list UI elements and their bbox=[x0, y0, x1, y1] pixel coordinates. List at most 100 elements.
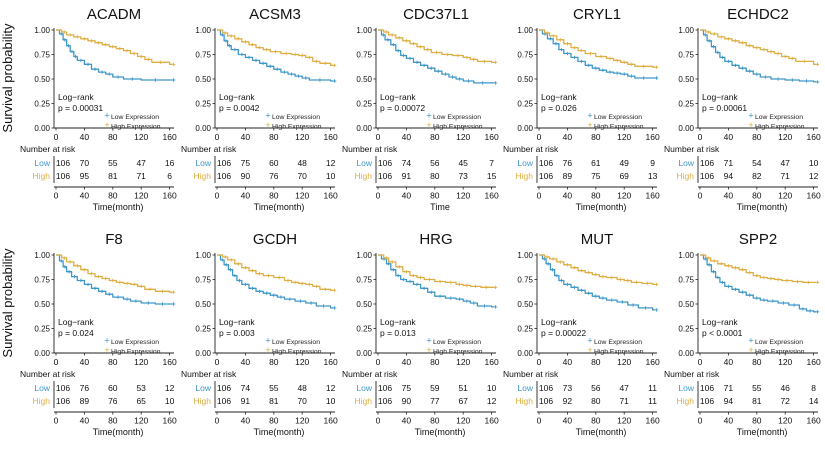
survival-curve-high bbox=[217, 29, 334, 66]
y-tick-label: 0.25 bbox=[678, 99, 694, 108]
risk-value: 94 bbox=[724, 171, 734, 181]
legend-marker-high: + bbox=[426, 345, 431, 355]
bottom-tick-label: 160 bbox=[485, 191, 499, 201]
p-value-label: p = 0.0042 bbox=[219, 103, 260, 113]
panel-title: CDC37L1 bbox=[403, 6, 469, 23]
risk-table-header: Number at risk bbox=[503, 144, 559, 154]
risk-value: 76 bbox=[108, 396, 118, 406]
risk-value: 106 bbox=[56, 158, 70, 168]
x-tick-label: 40 bbox=[563, 357, 573, 367]
risk-value: 69 bbox=[619, 171, 629, 181]
bottom-tick-label: 160 bbox=[163, 191, 177, 201]
risk-row-label-low: Low bbox=[678, 158, 694, 168]
y-tick-label: 1.00 bbox=[678, 251, 694, 260]
legend-label-high: High Expression bbox=[272, 124, 322, 131]
bottom-tick-label: 0 bbox=[54, 416, 59, 426]
legend-label-low: Low Expression bbox=[755, 339, 803, 346]
risk-row-label-high: High bbox=[33, 396, 51, 406]
legend-marker-high: + bbox=[748, 345, 753, 355]
censor-marks-low bbox=[382, 257, 498, 309]
y-tick-label: 1.00 bbox=[195, 26, 211, 35]
x-axis-title: Time(month) bbox=[415, 427, 466, 437]
y-tick-label: 0.00 bbox=[34, 349, 50, 358]
risk-value: 91 bbox=[241, 396, 251, 406]
y-tick-label: 0.75 bbox=[517, 275, 533, 284]
y-tick-label: 0.50 bbox=[517, 300, 533, 309]
survival-curve-high bbox=[539, 254, 656, 286]
x-tick-label: 40 bbox=[241, 357, 251, 367]
x-axis-title: Time(month) bbox=[93, 202, 144, 212]
bottom-tick-label: 160 bbox=[807, 191, 821, 201]
bottom-tick-label: 120 bbox=[134, 191, 148, 201]
legend-label-high: High Expression bbox=[594, 124, 644, 131]
bottom-tick-label: 40 bbox=[241, 191, 251, 201]
bottom-tick-label: 80 bbox=[752, 191, 762, 201]
bottom-tick-label: 0 bbox=[376, 416, 381, 426]
y-tick-label: 0.00 bbox=[34, 124, 50, 133]
legend-marker-high: + bbox=[748, 120, 753, 130]
risk-value: 106 bbox=[56, 171, 70, 181]
survival-curve-high bbox=[56, 29, 173, 65]
y-tick-label: 0.75 bbox=[195, 50, 211, 59]
km-panel-mut: MUT 1.00 0.75 0.50 0.25 0.00 0 40 80 120 160 Log−ra… bbox=[501, 225, 662, 450]
x-tick-label: 160 bbox=[807, 132, 821, 142]
risk-value: 59 bbox=[430, 383, 440, 393]
x-tick-label: 120 bbox=[456, 132, 470, 142]
bottom-tick-label: 120 bbox=[617, 191, 631, 201]
survival-curve-low bbox=[700, 254, 817, 313]
y-tick-label: 0.75 bbox=[356, 50, 372, 59]
risk-value: 106 bbox=[700, 396, 714, 406]
risk-value: 71 bbox=[724, 383, 734, 393]
bottom-tick-label: 160 bbox=[807, 416, 821, 426]
risk-value: 94 bbox=[724, 396, 734, 406]
x-axis-title: Time(month) bbox=[737, 202, 788, 212]
survival-curve-high bbox=[539, 29, 656, 68]
risk-row-label-low: Low bbox=[517, 158, 533, 168]
risk-value: 106 bbox=[217, 396, 231, 406]
x-tick-label: 40 bbox=[80, 357, 90, 367]
risk-value: 16 bbox=[165, 158, 175, 168]
legend-label-high: High Expression bbox=[433, 124, 483, 131]
risk-value: 71 bbox=[136, 171, 146, 181]
x-tick-label: 0 bbox=[537, 357, 542, 367]
x-axis-title: Time bbox=[430, 202, 450, 212]
risk-value: 70 bbox=[80, 158, 90, 168]
y-tick-label: 0.25 bbox=[678, 324, 694, 333]
y-tick-label: 0.75 bbox=[356, 275, 372, 284]
risk-value: 75 bbox=[591, 171, 601, 181]
x-tick-label: 40 bbox=[563, 132, 573, 142]
risk-row-label-high: High bbox=[677, 396, 695, 406]
km-panel-cryl1: CRYL1 1.00 0.75 0.50 0.25 0.00 0 40 80 120 160 Log−… bbox=[501, 0, 662, 225]
legend-marker-low: + bbox=[265, 111, 270, 121]
y-tick-label: 1.00 bbox=[356, 26, 372, 35]
y-tick-label: 0.50 bbox=[517, 75, 533, 84]
risk-value: 76 bbox=[80, 383, 90, 393]
risk-value: 89 bbox=[80, 396, 90, 406]
km-plot: MUT 1.00 0.75 0.50 0.25 0.00 0 40 80 120 160 Log−ra… bbox=[503, 231, 660, 437]
legend-marker-low: + bbox=[104, 336, 109, 346]
y-tick-label: 1.00 bbox=[517, 26, 533, 35]
legend-label-high: High Expression bbox=[272, 349, 322, 356]
y-tick-label: 0.50 bbox=[356, 300, 372, 309]
risk-value: 81 bbox=[269, 396, 279, 406]
p-value-label: p = 0.003 bbox=[219, 328, 255, 338]
km-panel-gcdh: GCDH 1.00 0.75 0.50 0.25 0.00 0 40 80 120 160 Log−r… bbox=[179, 225, 340, 450]
risk-value: 12 bbox=[809, 171, 819, 181]
risk-value: 106 bbox=[539, 158, 553, 168]
legend-label-high: High Expression bbox=[111, 349, 161, 356]
legend-label-low: Low Expression bbox=[594, 339, 642, 346]
x-tick-label: 120 bbox=[134, 132, 148, 142]
risk-value: 8 bbox=[811, 383, 816, 393]
figure-row-2: Survival probability F8 1.00 0.75 0.50 0.25 0… bbox=[0, 225, 825, 450]
censor-marks-high bbox=[384, 256, 498, 289]
bottom-tick-label: 0 bbox=[215, 416, 220, 426]
risk-value: 60 bbox=[108, 383, 118, 393]
legend-marker-high: + bbox=[265, 345, 270, 355]
x-tick-label: 160 bbox=[646, 132, 660, 142]
legend-label-high: High Expression bbox=[111, 124, 161, 131]
risk-value: 74 bbox=[402, 158, 412, 168]
x-axis-title: Time(month) bbox=[576, 202, 627, 212]
x-tick-label: 0 bbox=[698, 132, 703, 142]
km-panel-echdc2: ECHDC2 1.00 0.75 0.50 0.25 0.00 0 40 80 120 160 Log… bbox=[662, 0, 823, 225]
risk-value: 12 bbox=[326, 383, 336, 393]
